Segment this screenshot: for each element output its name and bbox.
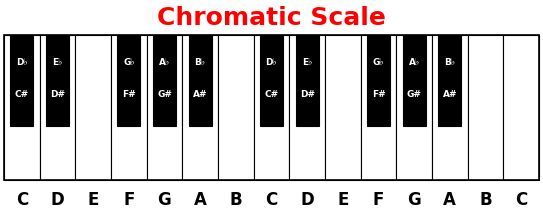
Text: A♭: A♭	[159, 58, 170, 67]
Bar	[503, 35, 539, 180]
Bar	[117, 35, 141, 126]
Text: D♭: D♭	[266, 58, 277, 67]
Text: D#: D#	[50, 90, 65, 99]
Text: D♭: D♭	[16, 58, 28, 67]
Bar	[254, 35, 289, 180]
Text: D: D	[300, 191, 314, 209]
Text: C#: C#	[264, 90, 279, 99]
Bar	[432, 35, 468, 180]
Text: B: B	[479, 191, 492, 209]
Bar	[111, 35, 147, 180]
Bar	[10, 35, 34, 126]
Bar	[402, 35, 426, 126]
Bar	[188, 35, 212, 126]
Text: G#: G#	[407, 90, 421, 99]
Text: G: G	[157, 191, 172, 209]
Text: G#: G#	[157, 90, 172, 99]
Text: G♭: G♭	[123, 58, 135, 67]
Bar	[468, 35, 503, 180]
Bar	[40, 35, 75, 180]
Text: E: E	[87, 191, 99, 209]
Bar	[361, 35, 396, 180]
Text: F#: F#	[372, 90, 386, 99]
Text: F: F	[373, 191, 384, 209]
Text: C: C	[16, 191, 28, 209]
Text: Chromatic Scale: Chromatic Scale	[157, 6, 386, 30]
Text: D: D	[50, 191, 65, 209]
Text: C#: C#	[15, 90, 29, 99]
Bar	[75, 35, 111, 180]
Bar	[260, 35, 283, 126]
Bar	[182, 35, 218, 180]
Text: A#: A#	[443, 90, 457, 99]
Text: B♭: B♭	[194, 58, 206, 67]
Text: C: C	[515, 191, 527, 209]
Bar	[367, 35, 390, 126]
Text: E♭: E♭	[52, 58, 62, 67]
Text: A: A	[194, 191, 206, 209]
Text: G♭: G♭	[372, 58, 384, 67]
Bar	[147, 35, 182, 180]
Text: A#: A#	[193, 90, 207, 99]
Bar	[289, 35, 325, 180]
Bar	[325, 35, 361, 180]
Text: F: F	[123, 191, 135, 209]
Text: F#: F#	[122, 90, 136, 99]
Bar	[396, 35, 432, 180]
Text: G: G	[407, 191, 421, 209]
Text: E♭: E♭	[302, 58, 312, 67]
Bar	[218, 35, 254, 180]
Bar	[46, 35, 69, 126]
Bar	[153, 35, 176, 126]
Text: A♭: A♭	[408, 58, 420, 67]
Text: B: B	[230, 191, 242, 209]
Bar	[4, 35, 40, 180]
Text: B♭: B♭	[444, 58, 456, 67]
Bar	[4, 35, 539, 180]
Text: C: C	[266, 191, 277, 209]
Text: D#: D#	[300, 90, 314, 99]
Bar	[295, 35, 319, 126]
Text: E: E	[337, 191, 349, 209]
Bar	[438, 35, 462, 126]
Text: A: A	[444, 191, 456, 209]
